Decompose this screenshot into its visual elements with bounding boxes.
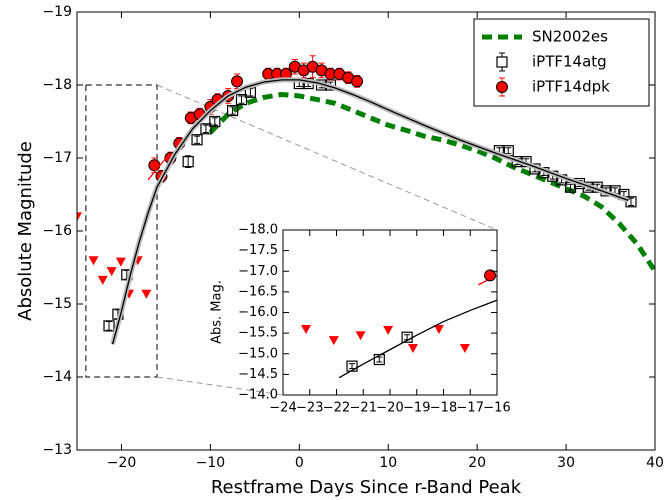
upper-limit	[408, 343, 419, 353]
x-tick-label: −23	[296, 401, 323, 416]
x-tick-label: −18	[430, 401, 457, 416]
error-bar	[567, 183, 574, 191]
data-point	[346, 360, 358, 372]
error-bar	[202, 124, 209, 133]
upper-limit	[355, 331, 366, 341]
x-tick-label: −21	[350, 401, 377, 416]
data-point	[401, 331, 413, 343]
y-tick-label: −16.0	[238, 305, 278, 320]
x-tick-label: −10	[196, 455, 226, 471]
x-tick-label: −20	[107, 455, 137, 471]
x-axis-label: Restframe Days Since r-Band Peak	[211, 477, 522, 498]
data-point	[182, 156, 194, 168]
data-point	[103, 320, 115, 332]
data-point	[235, 93, 248, 106]
y-tick-label: −16	[42, 223, 72, 239]
y-tick-label: −14.0	[238, 388, 278, 403]
fit-line	[338, 299, 497, 379]
y-axis-label: Abs. Mag.	[210, 280, 225, 344]
plot-content	[301, 269, 497, 379]
y-tick-label: −15.0	[238, 346, 278, 361]
error-bar	[404, 334, 411, 341]
y-tick-label: −15	[42, 296, 72, 312]
y-tick-label: −14.5	[238, 367, 278, 382]
data-point	[200, 123, 212, 135]
y-tick-label: −16.5	[238, 284, 278, 299]
error-bar	[194, 135, 201, 144]
plot-area	[283, 230, 497, 395]
upper-limit	[141, 289, 152, 299]
error-bar	[185, 155, 192, 168]
x-tick-label: 40	[646, 455, 664, 471]
y-tick-label: −13	[42, 442, 72, 458]
legend-swatch	[496, 56, 508, 68]
upper-limit	[328, 336, 339, 346]
inset-chart: −24 −23 −22 −21 −20 −19 −18 −17 −16 −18.0 −17.5 −17…	[210, 223, 511, 416]
x-tick-label: −16	[483, 401, 510, 416]
data-point	[191, 134, 203, 146]
y-tick-label: −18	[42, 77, 72, 93]
y-tick-label: −18.0	[238, 223, 278, 238]
error-bar	[376, 356, 383, 363]
error-bar	[229, 106, 236, 115]
zoom-box	[85, 84, 158, 378]
x-tick-label: −24	[269, 401, 296, 416]
upper-limit	[97, 275, 108, 285]
error-bar	[211, 117, 218, 126]
fit-line	[111, 79, 629, 345]
y-tick-label: −17.0	[238, 264, 278, 279]
x-tick-label: 20	[468, 455, 486, 471]
data-point	[351, 75, 364, 88]
plot-content	[77, 55, 655, 345]
upper-limit	[301, 325, 312, 334]
x-tick-label: −17	[457, 401, 484, 416]
upper-limit	[459, 343, 470, 353]
y-tick-label: −17.5	[238, 243, 278, 258]
y-tick-label: −19	[42, 4, 72, 20]
y-tick-label: −14	[42, 369, 72, 385]
x-tick-label: 30	[557, 455, 575, 471]
error-bar	[106, 321, 113, 331]
x-tick-label: 10	[379, 455, 397, 471]
zoom-connector	[156, 376, 284, 396]
x-tick-label: 0	[295, 455, 304, 471]
data-point	[148, 159, 161, 172]
legend-label: SN2002es	[532, 28, 608, 46]
data-point	[373, 353, 385, 366]
error-bar	[238, 95, 245, 104]
data-point	[484, 269, 497, 282]
legend-swatch	[496, 81, 508, 93]
upper-limit	[383, 325, 394, 335]
data-point	[227, 104, 239, 117]
upper-limit	[77, 212, 82, 222]
legend-label: iPTF14dpk	[532, 78, 610, 96]
upper-limit	[433, 325, 444, 334]
data-point	[231, 75, 244, 88]
upper-limit	[88, 256, 99, 266]
x-tick-label: −20	[376, 401, 403, 416]
error-bar	[505, 147, 512, 155]
legend: SN2002es iPTF14atg iPTF14dpk	[473, 18, 650, 107]
y-tick-label: −17	[42, 150, 72, 166]
upper-limit	[115, 257, 126, 267]
error-bar	[349, 363, 356, 370]
legend-label: iPTF14atg	[532, 53, 607, 71]
x-tick-label: −19	[403, 401, 430, 416]
fit-line	[147, 157, 167, 181]
upper-limit	[106, 267, 117, 277]
y-axis-label: Absolute Magnitude	[15, 141, 36, 321]
data-point	[209, 115, 221, 128]
x-tick-label: −22	[323, 401, 350, 416]
template-line	[208, 91, 655, 273]
y-tick-label: −15.5	[238, 326, 278, 341]
